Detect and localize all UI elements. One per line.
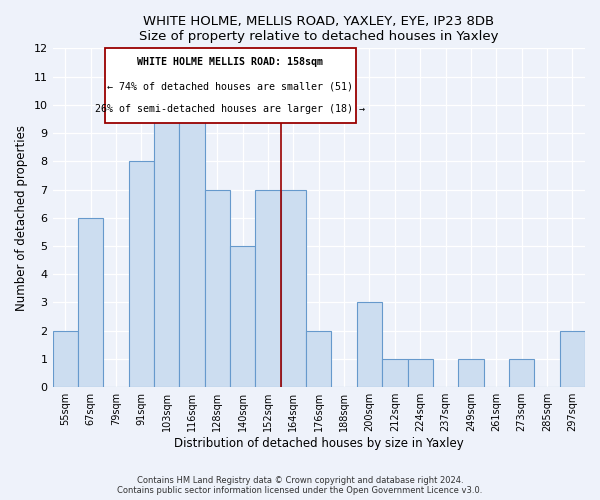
Bar	[509, 359, 534, 387]
Bar	[281, 190, 306, 387]
Bar	[205, 190, 230, 387]
Bar	[357, 302, 382, 387]
Text: 26% of semi-detached houses are larger (18) →: 26% of semi-detached houses are larger (…	[95, 104, 365, 114]
Bar	[179, 105, 205, 387]
Bar	[53, 330, 78, 387]
Bar	[154, 105, 179, 387]
Bar	[306, 330, 331, 387]
Bar	[560, 330, 585, 387]
Y-axis label: Number of detached properties: Number of detached properties	[15, 125, 28, 311]
Bar	[230, 246, 256, 387]
Bar	[78, 218, 103, 387]
FancyBboxPatch shape	[104, 48, 356, 123]
Title: WHITE HOLME, MELLIS ROAD, YAXLEY, EYE, IP23 8DB
Size of property relative to det: WHITE HOLME, MELLIS ROAD, YAXLEY, EYE, I…	[139, 15, 499, 43]
Text: ← 74% of detached houses are smaller (51): ← 74% of detached houses are smaller (51…	[107, 82, 353, 92]
Bar	[382, 359, 407, 387]
Bar	[256, 190, 281, 387]
X-axis label: Distribution of detached houses by size in Yaxley: Distribution of detached houses by size …	[174, 437, 464, 450]
Bar	[407, 359, 433, 387]
Bar	[128, 162, 154, 387]
Text: Contains HM Land Registry data © Crown copyright and database right 2024.
Contai: Contains HM Land Registry data © Crown c…	[118, 476, 482, 495]
Text: WHITE HOLME MELLIS ROAD: 158sqm: WHITE HOLME MELLIS ROAD: 158sqm	[137, 58, 323, 68]
Bar	[458, 359, 484, 387]
